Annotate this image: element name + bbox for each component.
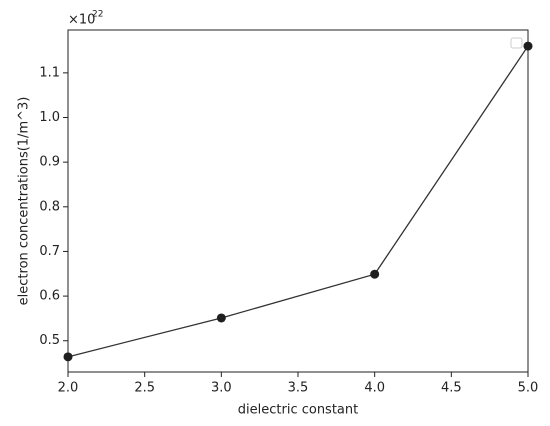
data-point	[523, 41, 533, 51]
x-tick-label: 3.5	[288, 381, 309, 396]
y-tick-label: 1.0	[39, 110, 60, 125]
x-tick-label: 2.5	[134, 381, 155, 396]
y-scale-base: ×10	[68, 13, 95, 28]
x-tick-label: 4.5	[441, 381, 462, 396]
y-scale-exponent: 22	[92, 10, 103, 20]
plot-frame	[67, 29, 529, 373]
y-tick-label: 0.9	[39, 155, 60, 170]
y-axis-label: electron concentrations(1/m^3)	[17, 97, 32, 306]
legend-box	[510, 37, 523, 49]
y-tick-label: 1.1	[39, 65, 60, 80]
y-tick-label: 0.8	[39, 199, 60, 214]
y-tick-label: 0.5	[39, 333, 60, 348]
data-line	[67, 45, 529, 358]
x-tick-label: 4.0	[364, 381, 385, 396]
data-point	[370, 269, 380, 279]
y-tick-label: 0.6	[39, 289, 60, 304]
data-point	[216, 313, 226, 323]
y-tick-label: 0.7	[39, 244, 60, 259]
x-tick-label: 3.0	[211, 381, 232, 396]
x-tick-label: 5.0	[518, 381, 539, 396]
data-point	[63, 352, 73, 362]
x-axis-label: dielectric constant	[238, 403, 358, 418]
x-tick-label: 2.0	[58, 381, 79, 396]
